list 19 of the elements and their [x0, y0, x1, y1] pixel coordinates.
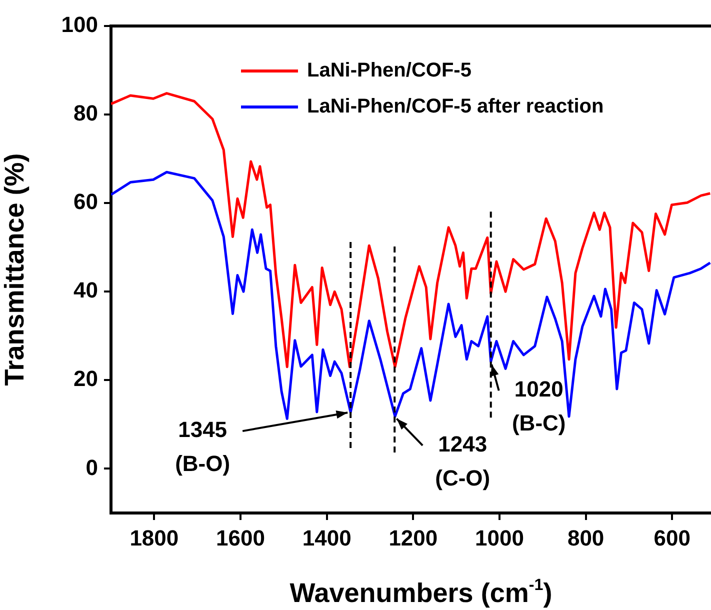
x-tick-label: 600	[654, 525, 691, 550]
x-tick-label: 1600	[216, 525, 265, 550]
y-tick-label: 60	[74, 189, 98, 214]
y-tick-label: 100	[61, 12, 98, 38]
y-tick-label: 80	[74, 100, 98, 126]
x-tick-label: 1200	[388, 525, 438, 550]
y-axis-title: Transmittance (%)	[0, 153, 30, 386]
x-tick-label: 1000	[475, 525, 524, 550]
annotation: 1345 (B-O)	[175, 417, 230, 476]
x-tick-label: 1800	[130, 525, 179, 550]
legend-label: LaNi-Phen/COF-5 after reaction	[307, 96, 604, 118]
annotation: 1243 (C-O)	[435, 431, 490, 490]
y-tick-label: 20	[74, 366, 98, 392]
x-tick-label: 800	[567, 525, 604, 550]
legend-label: LaNi-Phen/COF-5	[307, 60, 472, 82]
y-tick-label: 40	[74, 278, 98, 303]
x-tick-label: 1400	[302, 525, 352, 550]
annotation: 1020 (B-C)	[512, 376, 566, 436]
y-tick-label: 0	[86, 454, 98, 480]
